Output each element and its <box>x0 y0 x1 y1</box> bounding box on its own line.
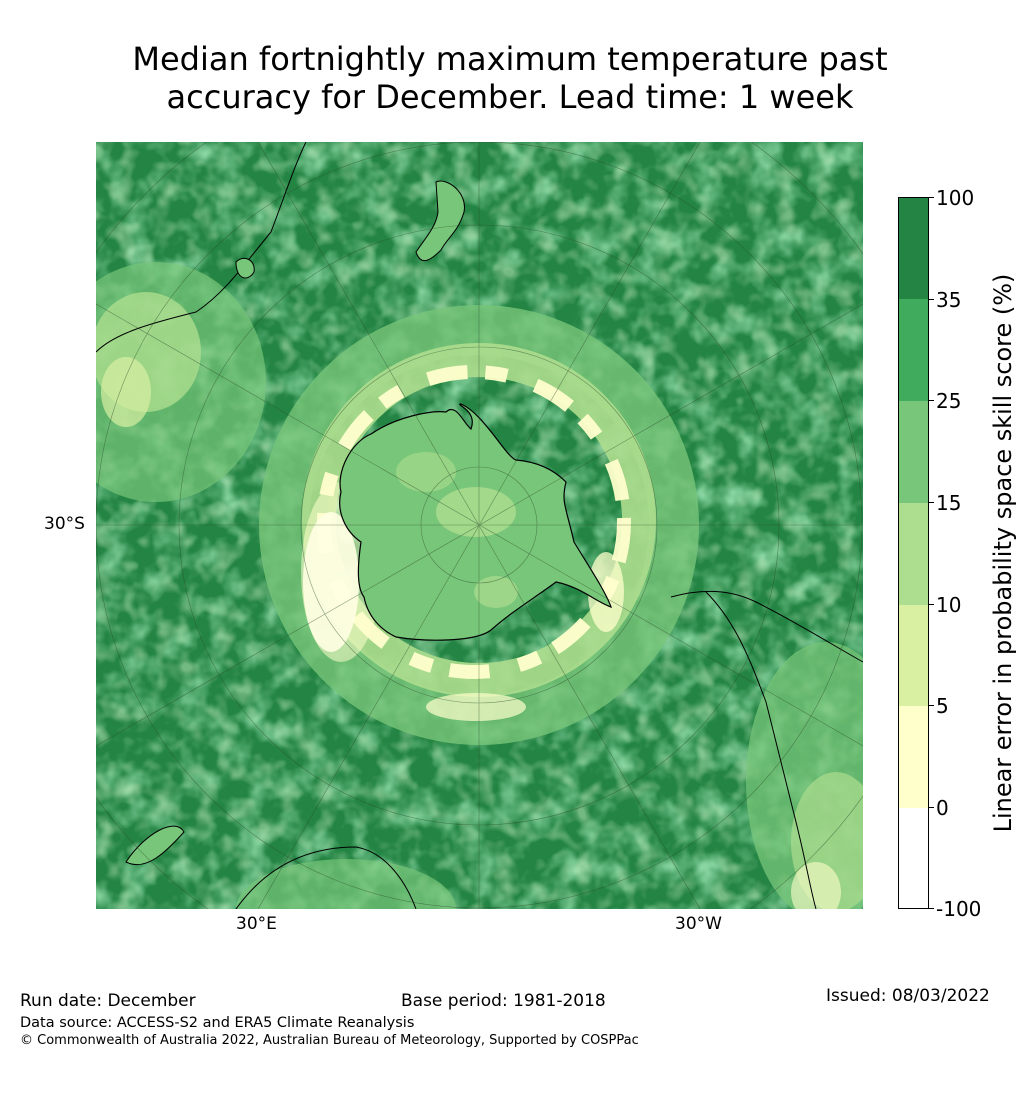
colorbar-tick <box>929 299 934 300</box>
colorbar-tick <box>929 908 934 909</box>
colorbar-label-25: 25 <box>936 389 962 413</box>
colorbar-seg-10-15 <box>899 503 928 605</box>
title-line-1: Median fortnightly maximum temperature p… <box>132 40 888 78</box>
colorbar-seg-0-5 <box>899 706 928 808</box>
colorbar-tick <box>929 400 934 401</box>
colorbar-tick <box>929 604 934 605</box>
colorbar-label-0: 0 <box>936 796 949 820</box>
australia-coast <box>96 142 307 353</box>
skill-score-map <box>96 142 863 909</box>
lon-label-30w: 30°W <box>675 914 722 934</box>
colorbar-seg-5-10 <box>899 605 928 706</box>
madagascar <box>125 825 185 866</box>
colorbar-seg-neg100-0 <box>899 808 928 908</box>
colorbar-label-35: 35 <box>936 288 962 312</box>
colorbar-label-neg100: -100 <box>936 897 982 921</box>
new-zealand <box>415 180 465 262</box>
title-line-2: accuracy for December. Lead time: 1 week <box>166 78 854 116</box>
colorbar-tick <box>929 197 934 198</box>
colorbar-label-15: 15 <box>936 491 962 515</box>
base-period: Base period: 1981-2018 <box>401 991 606 1011</box>
graticule-meridian-150 <box>257 142 701 909</box>
run-date: Run date: December <box>20 991 196 1011</box>
tasmania <box>235 257 255 279</box>
graticule-meridian-120 <box>96 303 863 747</box>
africa-coast <box>235 846 417 909</box>
colorbar-seg-35-100 <box>899 198 928 299</box>
colorbar <box>898 197 929 909</box>
lat-label-30s: 30°S <box>44 514 85 534</box>
lon-label-30e: 30°E <box>236 914 277 934</box>
colorbar-tick <box>929 705 934 706</box>
south-america-coast <box>670 590 863 909</box>
copyright: © Commonwealth of Australia 2022, Austra… <box>20 1033 639 1048</box>
colorbar-tick <box>929 807 934 808</box>
colorbar-seg-15-25 <box>899 401 928 503</box>
map-title: Median fortnightly maximum temperature p… <box>0 40 1020 116</box>
colorbar-tick <box>929 502 934 503</box>
colorbar-label-10: 10 <box>936 593 962 617</box>
colorbar-label-5: 5 <box>936 694 949 718</box>
colorbar-seg-25-35 <box>899 299 928 401</box>
data-source: Data source: ACCESS-S2 and ERA5 Climate … <box>20 1015 415 1031</box>
issued-date: Issued: 08/03/2022 <box>826 986 990 1006</box>
colorbar-title-text: Linear error in probability space skill … <box>989 273 1017 833</box>
graticule <box>96 142 863 909</box>
colorbar-label-100: 100 <box>936 186 975 210</box>
